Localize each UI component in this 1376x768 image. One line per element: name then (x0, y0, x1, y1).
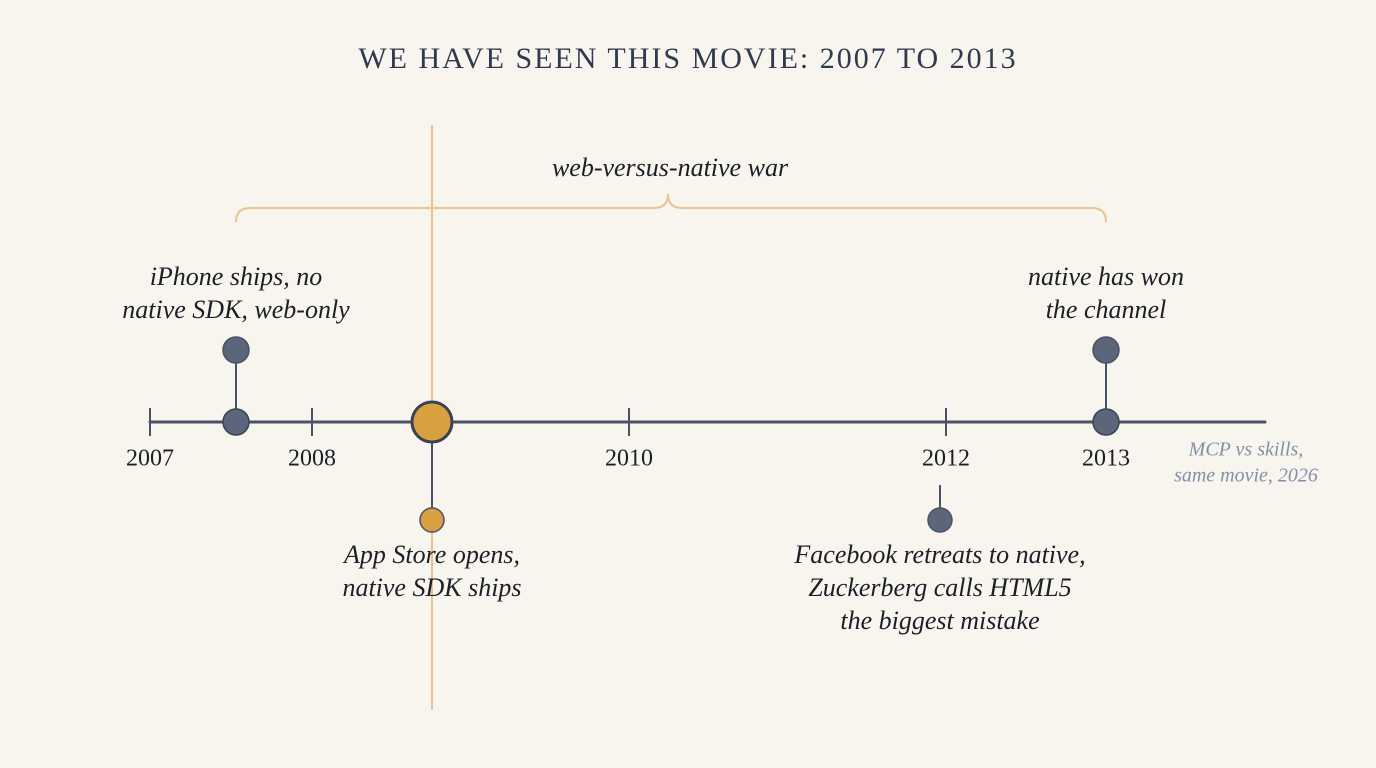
axis-dot (222, 408, 250, 436)
year-label: 2012 (922, 446, 970, 472)
year-label: 2007 (126, 446, 174, 472)
year-label: 2008 (288, 446, 336, 472)
event-dot (927, 507, 953, 533)
event-label: App Store opens, (342, 540, 520, 569)
event-label: native SDK ships (342, 573, 521, 602)
event-label: Zuckerberg calls HTML5 (808, 573, 1071, 602)
span-brace (235, 193, 1107, 223)
year-label: 2013 (1082, 446, 1130, 472)
event-label: iPhone ships, no (150, 262, 323, 291)
event-label: Facebook retreats to native, (793, 540, 1085, 569)
side-note: MCP vs skills, (1188, 439, 1304, 461)
axis-dot (410, 400, 454, 444)
event-dot (1092, 336, 1120, 364)
title: WE HAVE SEEN THIS MOVIE: 2007 TO 2013 (358, 42, 1017, 75)
axis-dot (1092, 408, 1120, 436)
event-label: the channel (1046, 295, 1167, 324)
event-label: the biggest mistake (840, 606, 1039, 635)
side-note: same movie, 2026 (1174, 465, 1318, 487)
event-dot (222, 336, 250, 364)
year-label: 2010 (605, 446, 653, 472)
event-dot (419, 507, 445, 533)
event-label: native has won (1028, 262, 1184, 291)
event-label: native SDK, web-only (122, 295, 350, 324)
span-label: web-versus-native war (552, 153, 789, 182)
